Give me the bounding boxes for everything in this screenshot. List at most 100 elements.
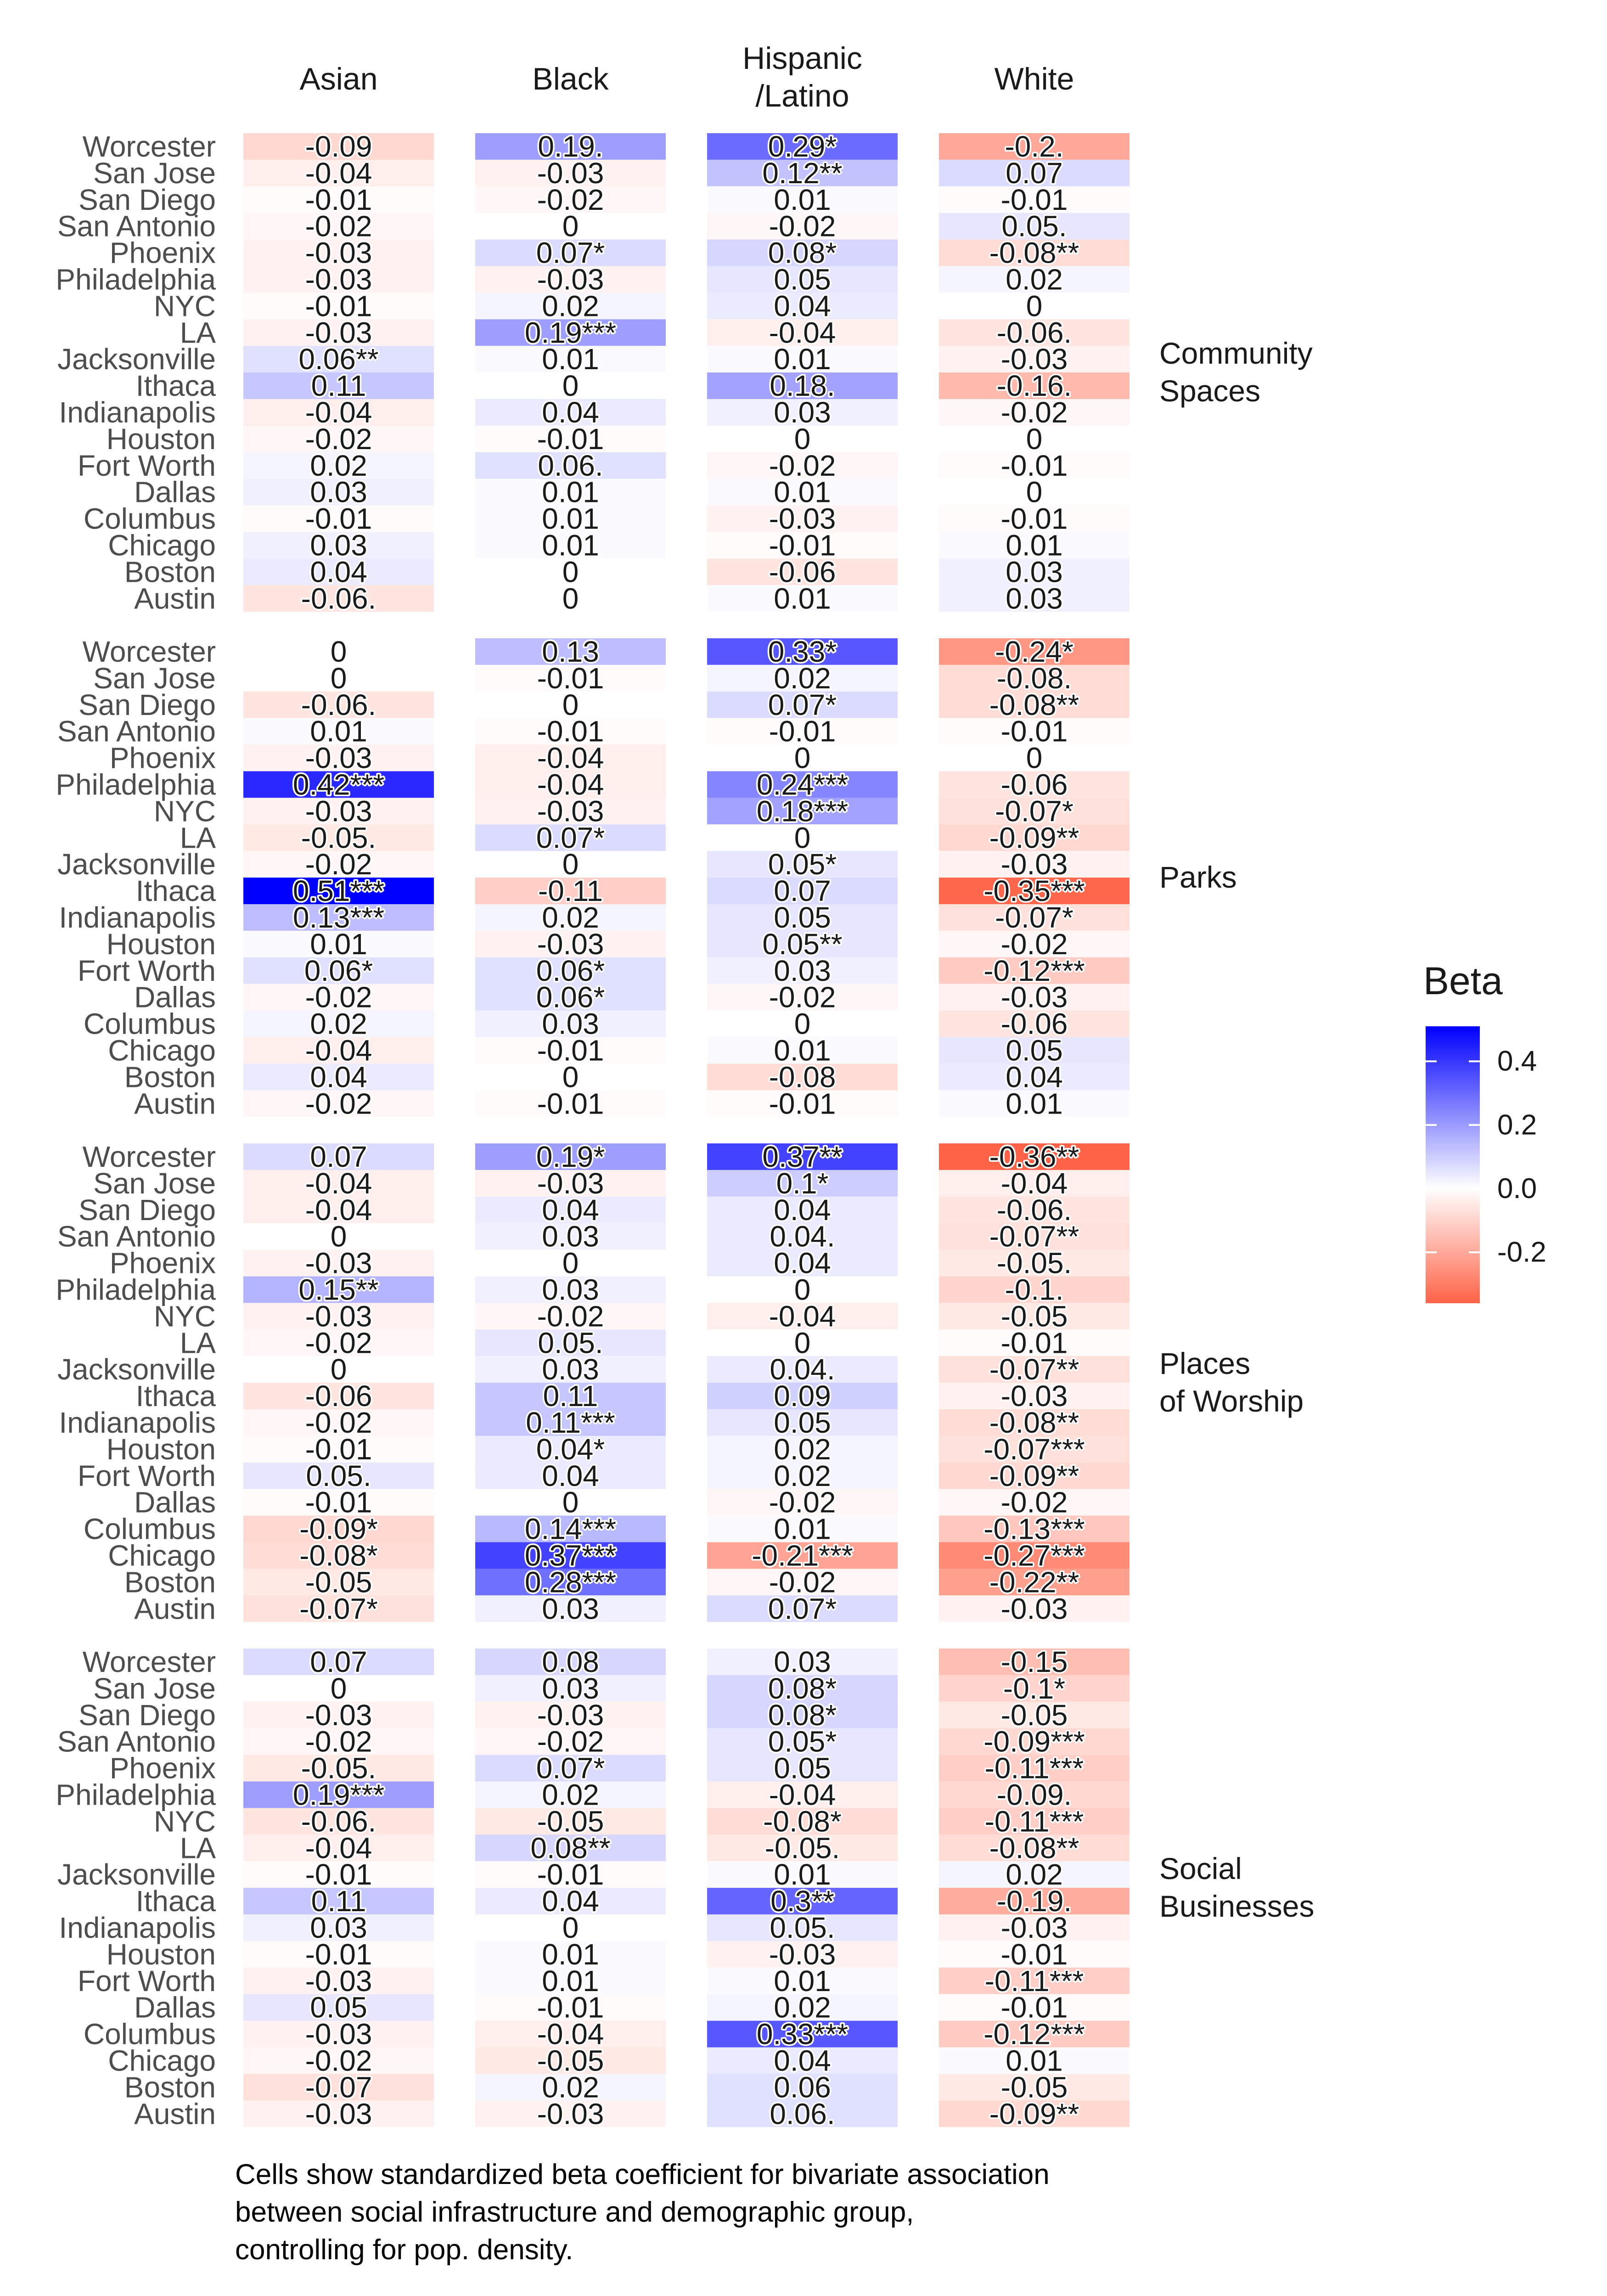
heatmap-cell xyxy=(939,372,1129,399)
cell-label: -0.02 xyxy=(769,981,836,1014)
cell-label: -0.22** xyxy=(989,1565,1079,1598)
row-label-san-jose: San Jose xyxy=(93,1167,216,1200)
heatmap-cell xyxy=(475,930,666,957)
cell-label: -0.03 xyxy=(305,1300,372,1333)
heatmap-cell xyxy=(939,293,1129,320)
cell-label: 0.05** xyxy=(762,928,842,961)
heatmap-cell xyxy=(939,186,1129,213)
cell-label: 0.02 xyxy=(310,449,367,482)
cell-label: -0.04 xyxy=(305,396,372,429)
cell-label: -0.03 xyxy=(305,2018,372,2051)
cell-label: 0.1* xyxy=(776,1167,829,1200)
cell-label: -0.2. xyxy=(1005,130,1063,163)
heatmap-cell xyxy=(939,1515,1129,1542)
heatmap-cell xyxy=(243,452,434,479)
cell-label: 0 xyxy=(794,1273,811,1306)
heatmap-cell xyxy=(475,744,666,771)
heatmap-cell xyxy=(939,1675,1129,1702)
cell-label: 0.37*** xyxy=(525,1539,616,1572)
cell-label: 0.07* xyxy=(768,688,837,721)
cell-label: 0.01 xyxy=(774,582,831,615)
heatmap-cell xyxy=(939,585,1129,612)
heatmap-cell xyxy=(243,186,434,213)
cell-label: -0.35*** xyxy=(983,874,1085,907)
heatmap-chart: Asian Black Hispanic/Latino White -0.09 0.19… xyxy=(56,41,1546,2131)
heatmap-cell xyxy=(939,1329,1129,1356)
heatmap-cell xyxy=(243,425,434,452)
row-label-ithaca: Ithaca xyxy=(136,369,216,402)
cell-label: -0.08 xyxy=(769,1060,836,1093)
row-label-san-jose: San Jose xyxy=(93,662,216,695)
cell-label: -0.03 xyxy=(305,794,372,827)
heatmap-cell xyxy=(243,930,434,957)
heatmap-cell xyxy=(475,1064,666,1091)
heatmap-cell xyxy=(939,930,1129,957)
cell-label: -0.16. xyxy=(997,369,1072,402)
heatmap-cell xyxy=(243,798,434,825)
heatmap-cell xyxy=(243,1515,434,1542)
heatmap-cell xyxy=(707,452,898,479)
panel-parks: 0 0.13 0.33* -0.24*0 -0.01 0.02 -0.08.-0.06. 0 0… xyxy=(56,633,1236,1121)
heatmap-cell xyxy=(707,1435,898,1463)
heatmap-cell xyxy=(243,1489,434,1516)
heatmap-cell xyxy=(707,159,898,186)
cell-label: -0.03 xyxy=(305,1247,372,1280)
caption: Cells show standardized beta coefficient… xyxy=(235,2156,1383,2269)
cell-label: -0.02 xyxy=(769,1486,836,1519)
cell-label: -0.09. xyxy=(997,1778,1072,1811)
cell-label: 0.08* xyxy=(768,1699,837,1732)
heatmap-cell xyxy=(707,1649,898,1675)
row-label-worcester: Worcester xyxy=(83,635,216,668)
cell-label: -0.02 xyxy=(1001,396,1068,429)
cell-label: 0.03 xyxy=(774,396,831,429)
row-label-chicago: Chicago xyxy=(108,529,216,562)
column-header-asian: Asian xyxy=(299,62,377,96)
row-label-jacksonville: Jacksonville xyxy=(57,848,216,881)
heatmap-cell xyxy=(243,1595,434,1622)
cell-label: 0.03 xyxy=(542,1007,599,1041)
heatmap-cell xyxy=(939,664,1129,692)
cell-label: -0.05 xyxy=(537,1805,604,1838)
heatmap-cell xyxy=(707,585,898,612)
heatmap-cell xyxy=(475,1701,666,1728)
row-label-phoenix: Phoenix xyxy=(110,1247,216,1280)
heatmap-cell xyxy=(475,372,666,399)
cell-label: 0.03 xyxy=(1006,555,1063,588)
cell-label: 0.11 xyxy=(311,1885,366,1918)
heatmap-cell xyxy=(475,452,666,479)
cell-label: -0.08** xyxy=(989,688,1079,721)
heatmap-cell xyxy=(243,346,434,373)
heatmap-cell xyxy=(475,1090,666,1117)
legend-tick-label: 0.4 xyxy=(1497,1046,1537,1077)
cell-label: -0.02 xyxy=(305,422,372,456)
cell-label: -0.02 xyxy=(305,1087,372,1120)
row-label-philadelphia: Philadelphia xyxy=(56,768,216,801)
cell-label: -0.05 xyxy=(1001,1300,1068,1333)
cell-label: -0.02 xyxy=(305,1725,372,1758)
heatmap-cell xyxy=(707,798,898,825)
cell-label: -0.02 xyxy=(769,210,836,243)
cell-label: 0.19*** xyxy=(293,1778,384,1811)
row-label-boston: Boston xyxy=(124,1565,216,1598)
cell-label: 0.01 xyxy=(542,502,599,535)
row-label-austin: Austin xyxy=(134,582,216,615)
heatmap-cell xyxy=(243,585,434,612)
legend-tick-label: -0.2 xyxy=(1497,1237,1546,1268)
row-label-boston: Boston xyxy=(124,555,216,588)
heatmap-cell xyxy=(939,718,1129,745)
row-label-columbus: Columbus xyxy=(84,2018,216,2051)
cell-label: 0.04 xyxy=(774,1193,831,1227)
row-label-fort-worth: Fort Worth xyxy=(78,1964,216,1998)
cell-label: 0.05. xyxy=(306,1459,371,1492)
heatmap-cell xyxy=(707,478,898,506)
heatmap-cell xyxy=(475,585,666,612)
heatmap-cell xyxy=(707,718,898,745)
heatmap-cell xyxy=(475,984,666,1011)
cell-label: -0.04 xyxy=(769,316,836,349)
heatmap-cell xyxy=(243,691,434,718)
cell-label: 0.02 xyxy=(774,1459,831,1492)
heatmap-cell xyxy=(475,532,666,559)
cell-label: 0.04 xyxy=(542,1193,599,1227)
heatmap-cell xyxy=(243,1967,434,1994)
cell-label: -0.36** xyxy=(989,1140,1079,1173)
